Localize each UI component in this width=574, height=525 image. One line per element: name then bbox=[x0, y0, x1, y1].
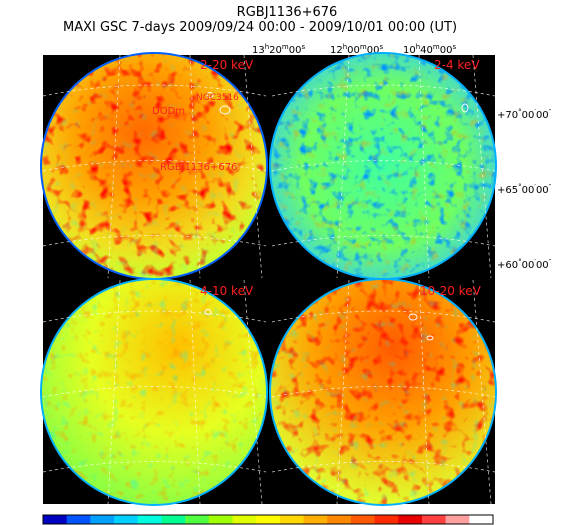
panel-4-10kev bbox=[40, 278, 268, 506]
coordinate-grid bbox=[42, 54, 496, 505]
dec-label-2: +65°00′00″ bbox=[497, 183, 552, 196]
colorbar-segment bbox=[161, 515, 186, 524]
band-label-2-20: 2-20 keV bbox=[200, 58, 254, 72]
panel-2-4kev bbox=[269, 52, 497, 280]
colorbar-segment bbox=[90, 515, 115, 524]
band-label-10-20: 10-20 keV bbox=[420, 284, 482, 298]
colorbar-segment bbox=[303, 515, 328, 524]
band-label-4-10: 4-10 keV bbox=[200, 284, 254, 298]
colorbar-segment bbox=[232, 515, 257, 524]
source-contours bbox=[204, 92, 469, 341]
colorbar-segment bbox=[398, 515, 423, 524]
ra-label-2: 12h00m00s bbox=[330, 43, 384, 56]
source-label-ngc: NGC3516 bbox=[196, 93, 239, 103]
colorbar-segment bbox=[208, 515, 233, 524]
colorbar-segment bbox=[327, 515, 352, 524]
colorbar-segment bbox=[350, 515, 375, 524]
source-label-dodm: DODm bbox=[152, 106, 185, 117]
ra-label-1: 13h20m00s bbox=[252, 43, 306, 56]
ra-label-3: 10h40m00s bbox=[403, 43, 457, 56]
panel-10-20kev bbox=[269, 278, 497, 506]
colorbar-segment bbox=[279, 515, 304, 524]
colorbar-segment bbox=[256, 515, 281, 524]
observation-title: MAXI GSC 7-days 2009/09/24 00:00 - 2009/… bbox=[62, 20, 458, 35]
colorbar-border bbox=[42, 514, 494, 525]
colorbar-segment bbox=[66, 515, 91, 524]
colorbar-segment bbox=[445, 515, 470, 524]
colorbar bbox=[42, 514, 494, 525]
colorbar-segment bbox=[43, 515, 67, 524]
colorbar-segment bbox=[421, 515, 446, 524]
colorbar-segment bbox=[374, 515, 399, 524]
colorbar-segment bbox=[114, 515, 139, 524]
dec-label-1: +70°00′00″ bbox=[497, 108, 552, 121]
colorbar-segment bbox=[185, 515, 210, 524]
colorbar-segment bbox=[469, 515, 494, 524]
panel-2-20kev bbox=[40, 52, 268, 280]
dec-label-3: +60°00′00″ bbox=[497, 258, 552, 271]
colorbar-segment bbox=[137, 515, 162, 524]
source-title: RGBJ1136+676 bbox=[236, 5, 338, 20]
source-label-rgbj: RGBJ1136+676 bbox=[160, 162, 237, 173]
band-label-2-4: 2-4 keV bbox=[434, 58, 480, 72]
